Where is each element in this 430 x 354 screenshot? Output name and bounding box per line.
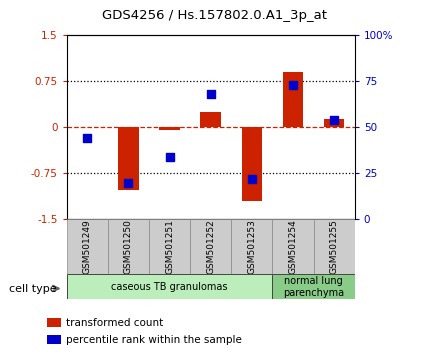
- Point: [207, 91, 214, 97]
- Text: caseous TB granulomas: caseous TB granulomas: [111, 282, 228, 292]
- Bar: [313, 219, 355, 274]
- Bar: [67, 274, 273, 299]
- Bar: [231, 219, 273, 274]
- Bar: [190, 219, 231, 274]
- Point: [289, 82, 296, 88]
- Point: [249, 176, 255, 182]
- Bar: [159, 127, 180, 130]
- Text: cell type: cell type: [9, 284, 56, 293]
- Bar: [324, 119, 344, 127]
- Text: GSM501253: GSM501253: [247, 219, 256, 274]
- Text: GSM501255: GSM501255: [330, 219, 339, 274]
- Bar: [200, 112, 221, 127]
- Text: GSM501251: GSM501251: [165, 219, 174, 274]
- Bar: [47, 318, 61, 327]
- Bar: [47, 335, 61, 344]
- Point: [331, 117, 338, 123]
- Point: [84, 136, 91, 141]
- Text: GSM501252: GSM501252: [206, 219, 215, 274]
- Text: percentile rank within the sample: percentile rank within the sample: [66, 335, 242, 345]
- Point: [166, 154, 173, 160]
- Bar: [67, 219, 108, 274]
- Bar: [283, 72, 303, 127]
- Text: GSM501250: GSM501250: [124, 219, 133, 274]
- Bar: [149, 219, 190, 274]
- Text: transformed count: transformed count: [66, 318, 163, 328]
- Text: normal lung
parenchyma: normal lung parenchyma: [283, 276, 344, 298]
- Point: [125, 180, 132, 185]
- Text: GDS4256 / Hs.157802.0.A1_3p_at: GDS4256 / Hs.157802.0.A1_3p_at: [102, 9, 328, 22]
- Text: GSM501249: GSM501249: [83, 219, 92, 274]
- Bar: [118, 127, 138, 190]
- Bar: [273, 274, 355, 299]
- Text: GSM501254: GSM501254: [289, 219, 298, 274]
- Bar: [108, 219, 149, 274]
- Bar: [273, 219, 313, 274]
- Bar: [242, 127, 262, 201]
